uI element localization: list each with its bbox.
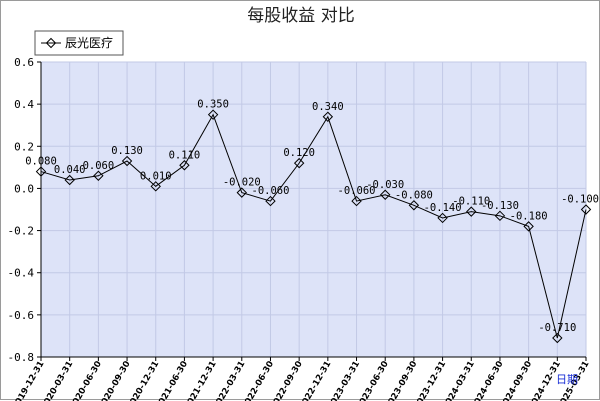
- axes: [40, 62, 586, 358]
- data-label: -0.140: [424, 202, 462, 214]
- data-point-marker: [179, 160, 190, 171]
- data-label: -0.110: [452, 196, 490, 208]
- legend-marker-icon: [45, 37, 57, 49]
- data-label: 0.120: [283, 147, 315, 159]
- data-point-marker: [380, 189, 391, 200]
- plot-area: [41, 62, 586, 357]
- series-line: [40, 113, 587, 339]
- data-point-marker: [580, 204, 592, 215]
- y-tick-label: -0.8: [8, 351, 35, 364]
- y-tick-label: -0.4: [8, 267, 35, 280]
- data-point-marker: [322, 111, 334, 122]
- data-label: 0.080: [25, 156, 57, 168]
- data-label: -0.030: [366, 179, 404, 191]
- y-tick-label: -0.6: [8, 309, 35, 322]
- data-point-marker: [466, 206, 477, 217]
- y-tick-label: 0.6: [14, 56, 34, 69]
- data-point-marker: [265, 195, 276, 207]
- y-tick-label: 0.4: [14, 98, 34, 111]
- y-tick-label: 0.0: [14, 182, 34, 195]
- chart-title: 每股收益 对比: [247, 6, 354, 26]
- data-point-marker: [121, 155, 133, 167]
- data-point-marker: [552, 332, 563, 344]
- data-point-marker: [408, 200, 420, 211]
- data-label: -0.710: [538, 322, 576, 334]
- data-point-marker: [293, 157, 305, 169]
- data-label: -0.130: [481, 200, 519, 212]
- y-tick-label: -0.2: [8, 225, 35, 238]
- data-label: 0.110: [169, 149, 201, 161]
- data-point-marker: [437, 212, 448, 224]
- data-point-marker: [236, 187, 247, 198]
- x-tick-label: 2019-12-31: [11, 359, 47, 401]
- x-axis-label: 日期: [556, 373, 578, 386]
- data-label: 0.340: [312, 101, 344, 113]
- legend-entry: 辰光医疗: [65, 36, 113, 50]
- data-point-marker: [35, 166, 47, 177]
- data-point-marker: [150, 181, 161, 192]
- data-label: -0.020: [223, 177, 261, 189]
- y-tick-label: 0.2: [14, 140, 34, 153]
- series-eps: [35, 109, 592, 344]
- data-point-marker: [494, 210, 506, 222]
- data-label: 0.040: [54, 164, 86, 176]
- data-label: -0.180: [510, 210, 548, 222]
- data-point-marker: [351, 195, 362, 207]
- data-point-marker: [207, 109, 219, 120]
- data-label: -0.060: [338, 185, 376, 197]
- data-point-marker: [93, 170, 104, 181]
- data-label: -0.060: [252, 185, 290, 197]
- data-label: 0.060: [83, 160, 115, 172]
- data-point-marker: [523, 221, 534, 232]
- x-axis-ticks: 2019-12-312020-03-312020-06-302020-09-30…: [11, 357, 592, 401]
- data-label: 0.130: [111, 145, 143, 157]
- data-label: 0.010: [140, 170, 172, 182]
- y-axis-ticks: -0.8 -0.6 -0.4 -0.2 0.0 0.2 0.4 0.6: [8, 56, 41, 364]
- legend: 辰光医疗: [34, 30, 124, 56]
- data-point-marker: [64, 174, 75, 186]
- data-label: -0.100: [561, 194, 599, 206]
- data-label: -0.080: [395, 189, 433, 201]
- data-label: 0.350: [197, 99, 229, 111]
